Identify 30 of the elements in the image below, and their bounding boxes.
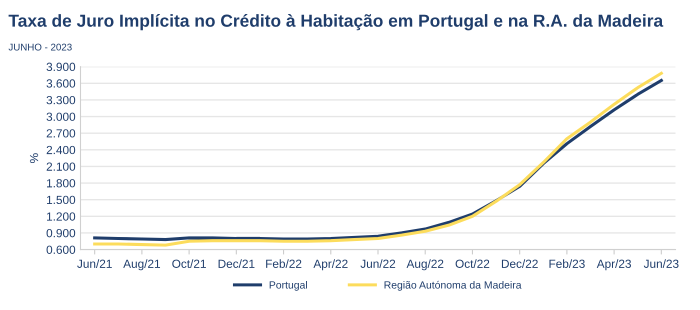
y-tick-label: 2.100 <box>46 162 76 171</box>
x-tick-label: Dec/21 <box>218 259 254 268</box>
x-tick-label: Aug/21 <box>123 259 160 270</box>
y-tick-label: 1.200 <box>47 212 76 221</box>
x-tick-label: Oct/22 <box>456 259 490 268</box>
x-tick-label: Feb/23 <box>549 259 585 268</box>
y-tick-label: 3.600 <box>46 79 76 88</box>
legend-label: Região Autónoma da Madeira <box>384 280 522 291</box>
chart-subtitle: JUNHO - 2023 <box>8 44 72 51</box>
x-tick-label: Apr/23 <box>596 259 631 270</box>
y-tick-label: 1.500 <box>47 196 76 204</box>
legend-label: Portugal <box>270 280 307 291</box>
y-tick-label: 1.800 <box>47 179 76 188</box>
x-tick-label: Jun/23 <box>644 259 679 268</box>
y-tick-label: 3.000 <box>46 112 76 121</box>
chart-title: Taxa de Juro Implícita no Crédito à Habitação em Portugal e na R.A. da Madeira <box>8 14 664 30</box>
x-tick-label: Dec/22 <box>502 259 538 268</box>
y-tick-label: 3.900 <box>46 62 76 72</box>
x-tick-label: Apr/22 <box>313 259 348 270</box>
x-tick-label: Oct/21 <box>172 259 206 268</box>
y-tick-label: 2.400 <box>46 146 76 154</box>
y-tick-label: 0.900 <box>46 228 76 238</box>
y-axis-title: % <box>30 153 38 163</box>
y-tick-label: 3.300 <box>46 96 76 104</box>
y-tick-label: 0.600 <box>46 246 76 254</box>
x-tick-label: Aug/22 <box>406 259 444 270</box>
y-tick-label: 2.700 <box>46 129 76 138</box>
x-tick-label: Jun/21 <box>77 259 112 268</box>
x-tick-label: Feb/22 <box>266 259 302 268</box>
x-tick-label: Jun/22 <box>360 259 396 268</box>
